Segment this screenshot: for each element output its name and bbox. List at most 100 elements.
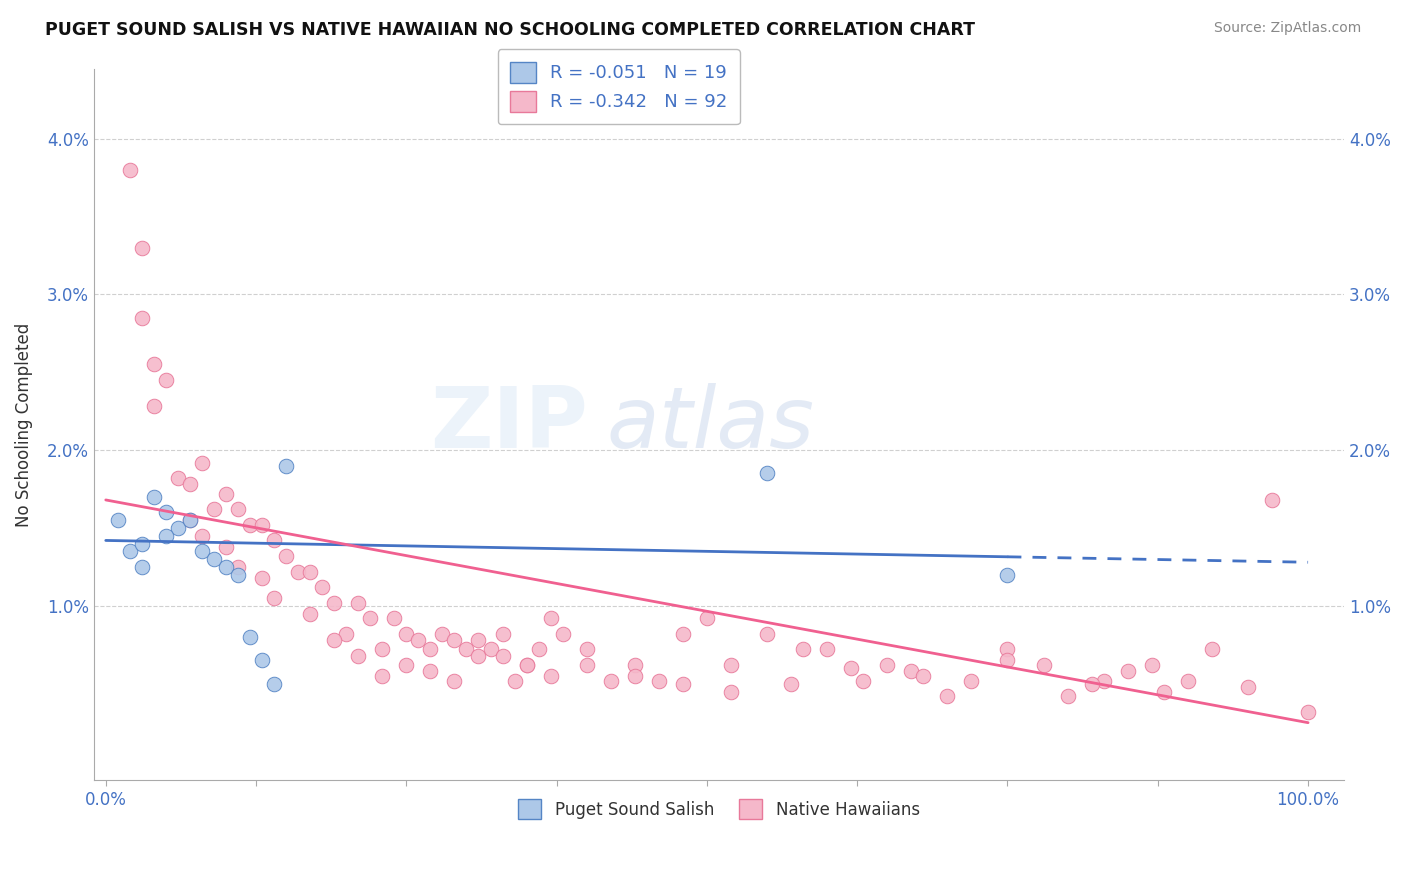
Point (395, 658, 418, 673)
Point (323, 633, 346, 648)
Point (335, 627, 357, 641)
Point (226, 560, 249, 574)
Point (299, 607, 322, 621)
Point (239, 630, 262, 644)
Point (1080, 677, 1102, 691)
Point (250, 517, 273, 532)
Point (382, 611, 405, 625)
Point (780, 677, 803, 691)
Point (623, 658, 645, 673)
Y-axis label: No Schooling Completed: No Schooling Completed (15, 322, 32, 526)
Point (118, 544, 141, 558)
Point (1201, 642, 1223, 657)
Point (540, 611, 562, 625)
Point (142, 400, 165, 414)
Point (672, 627, 695, 641)
Point (215, 560, 238, 574)
Point (408, 633, 430, 648)
Point (215, 486, 238, 500)
Point (107, 513, 129, 527)
Point (299, 565, 322, 579)
Point (467, 633, 489, 648)
Point (167, 521, 190, 535)
Point (467, 648, 489, 663)
Text: ZIP: ZIP (430, 383, 588, 466)
Point (997, 653, 1019, 667)
Point (1140, 658, 1163, 673)
Point (696, 611, 718, 625)
Point (155, 373, 177, 387)
Point (347, 648, 370, 663)
Point (250, 653, 273, 667)
Point (155, 505, 177, 519)
Point (756, 627, 779, 641)
Point (347, 596, 370, 610)
Point (456, 642, 478, 657)
Point (215, 540, 238, 554)
Point (839, 661, 862, 675)
Point (179, 477, 201, 491)
Point (900, 665, 922, 679)
Point (1296, 705, 1319, 719)
Point (756, 467, 779, 481)
Point (720, 684, 742, 698)
Point (516, 658, 538, 673)
Point (131, 560, 153, 574)
Point (527, 642, 550, 657)
Point (672, 677, 695, 691)
Point (551, 627, 574, 641)
Point (575, 658, 598, 673)
Point (191, 456, 214, 470)
Point (250, 571, 273, 585)
Point (359, 611, 381, 625)
Point (1092, 673, 1115, 688)
Point (202, 502, 225, 516)
Point (720, 658, 742, 673)
Text: atlas: atlas (606, 383, 814, 466)
Point (263, 591, 285, 605)
Point (491, 648, 513, 663)
Point (815, 642, 838, 657)
Point (311, 580, 333, 594)
Point (226, 567, 249, 582)
Point (1056, 689, 1078, 703)
Point (287, 565, 309, 579)
Point (1032, 658, 1054, 673)
Point (443, 633, 465, 648)
Point (792, 642, 814, 657)
Point (960, 673, 983, 688)
Point (142, 358, 165, 372)
Point (419, 642, 441, 657)
Point (167, 471, 190, 485)
Point (479, 642, 502, 657)
Point (263, 677, 285, 691)
Point (274, 458, 297, 473)
Point (1153, 684, 1175, 698)
Point (912, 669, 935, 683)
Point (323, 596, 346, 610)
Point (1261, 492, 1284, 507)
Point (131, 241, 153, 255)
Text: PUGET SOUND SALISH VS NATIVE HAWAIIAN NO SCHOOLING COMPLETED CORRELATION CHART: PUGET SOUND SALISH VS NATIVE HAWAIIAN NO… (45, 21, 974, 39)
Point (239, 517, 262, 532)
Point (226, 502, 249, 516)
Point (191, 544, 214, 558)
Point (155, 529, 177, 543)
Point (623, 669, 645, 683)
Point (202, 552, 225, 566)
Point (395, 627, 418, 641)
Point (876, 658, 898, 673)
Point (540, 669, 562, 683)
Point (997, 567, 1019, 582)
Legend: Puget Sound Salish, Native Hawaiians: Puget Sound Salish, Native Hawaiians (512, 793, 927, 825)
Point (142, 490, 165, 504)
Point (274, 549, 297, 563)
Point (443, 673, 465, 688)
Point (432, 627, 454, 641)
Point (599, 673, 621, 688)
Point (371, 642, 394, 657)
Point (503, 673, 526, 688)
Point (263, 533, 285, 548)
Point (191, 529, 214, 543)
Point (491, 627, 513, 641)
